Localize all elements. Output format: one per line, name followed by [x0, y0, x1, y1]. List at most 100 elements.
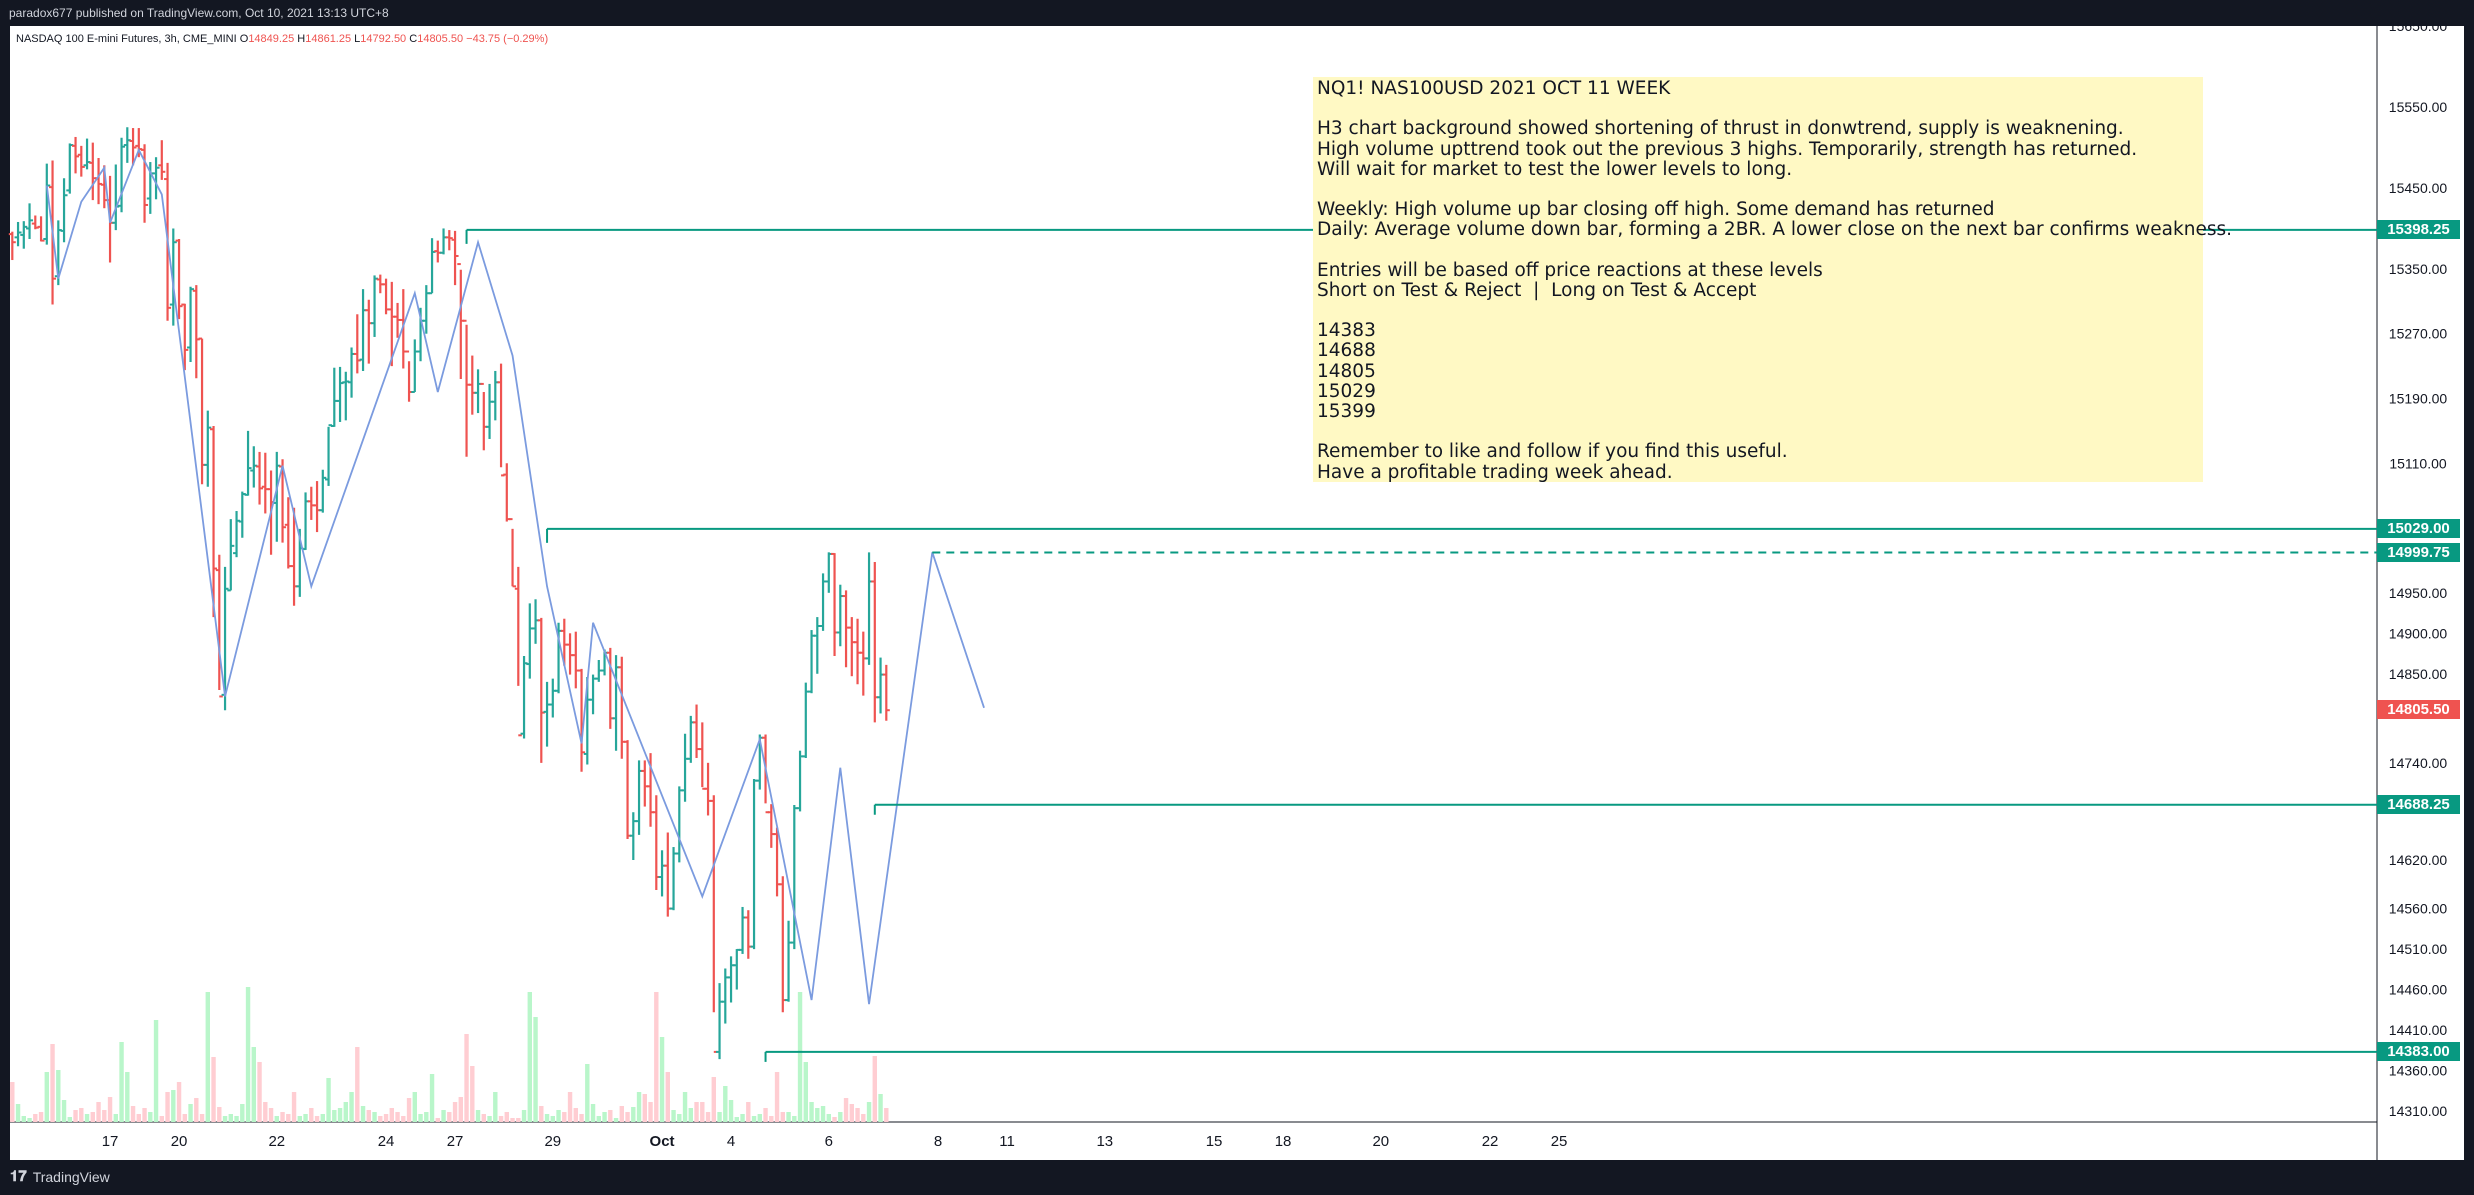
time-tick-label: 15 — [1206, 1133, 1223, 1150]
publisher-line: paradox677 published on TradingView.com,… — [9, 6, 389, 20]
volume-bar — [723, 1086, 728, 1122]
analysis-note[interactable]: NQ1! NAS100USD 2021 OCT 11 WEEK H3 chart … — [1313, 77, 2232, 483]
time-tick-label: 8 — [934, 1133, 942, 1150]
volume-bar — [245, 987, 251, 1122]
volume-bar — [142, 1108, 147, 1122]
volume-bar — [360, 1106, 366, 1122]
price-tick-label: 14310.00 — [2389, 1103, 2448, 1119]
volume-bar — [418, 1114, 423, 1122]
volume-bar — [401, 1116, 406, 1122]
volume-bar — [470, 1066, 475, 1122]
time-tick-label: 25 — [1551, 1133, 1568, 1150]
volume-bar — [734, 1117, 739, 1122]
volume-bar — [728, 1100, 734, 1122]
price-tick-label: 14460.00 — [2389, 982, 2448, 998]
volume-bar — [171, 1090, 176, 1122]
volume-bar — [797, 992, 803, 1122]
volume-bar — [665, 1072, 670, 1122]
price-tick-label: 15110.00 — [2389, 455, 2447, 471]
volume-bar — [44, 1072, 49, 1122]
volume-bar — [481, 1114, 486, 1122]
volume-bar — [510, 1118, 515, 1122]
note-line: Will wait for market to test the lower l… — [1317, 158, 1793, 180]
volume-bar — [176, 1082, 182, 1122]
volume-bar — [820, 1106, 826, 1122]
volume-bar — [539, 1106, 544, 1122]
volume-bar — [786, 1112, 791, 1122]
volume-bar — [222, 1116, 228, 1122]
volume-bar — [326, 1078, 331, 1122]
volume-bar — [694, 1102, 699, 1122]
right-border — [2464, 26, 2474, 1160]
note-line: Daily: Average volume down bar, forming … — [1317, 219, 2232, 241]
legend-low: L14792.50 — [354, 33, 407, 45]
price-tick-label: 15350.00 — [2389, 261, 2448, 277]
volume-bar — [849, 1104, 854, 1122]
volume-bar — [493, 1092, 498, 1122]
volume-bar — [550, 1116, 555, 1122]
note-line: Weekly: High volume up bar closing off h… — [1317, 199, 1995, 221]
volume-bar — [153, 1020, 159, 1122]
time-tick-label: 18 — [1275, 1133, 1292, 1150]
volume-bar — [435, 1118, 440, 1122]
footer-bar: 𝟏𝟕 TradingView — [0, 1160, 2474, 1195]
volume-bar — [73, 1110, 78, 1122]
price-tick-label: 14510.00 — [2389, 941, 2448, 957]
volume-bar — [780, 1112, 785, 1122]
volume-bar — [56, 1070, 61, 1122]
volume-bar — [148, 1112, 153, 1122]
tradingview-logo[interactable]: 𝟏𝟕 TradingView — [10, 1168, 110, 1185]
tradingview-icon: 𝟏𝟕 — [10, 1168, 27, 1185]
note-line: Have a profitable trading week ahead. — [1317, 461, 1673, 483]
note-line — [1317, 241, 2199, 261]
price-tick-label: 15650.00 — [2389, 18, 2448, 34]
volume-bar — [263, 1102, 268, 1122]
volume-bar — [861, 1114, 866, 1122]
volume-bar — [343, 1102, 348, 1122]
volume-bar — [165, 1092, 170, 1122]
volume-bar — [613, 1118, 619, 1122]
time-tick-label: 20 — [171, 1133, 188, 1150]
volume-bar — [349, 1092, 354, 1122]
volume-bar — [291, 1092, 297, 1122]
volume-bar — [61, 1100, 67, 1122]
volume-bar — [533, 1017, 538, 1122]
volume-bar — [50, 1044, 55, 1122]
volume-bar — [205, 992, 210, 1122]
publisher-bar: paradox677 published on TradingView.com,… — [0, 0, 2474, 26]
time-tick-label: 22 — [268, 1133, 285, 1150]
volume-bar — [280, 1112, 285, 1122]
volume-bar — [217, 1107, 222, 1122]
volume-bar — [740, 1114, 745, 1122]
volume-bar — [619, 1106, 624, 1122]
zigzag-line — [45, 147, 985, 1005]
time-tick-label: 20 — [1372, 1133, 1389, 1150]
volume-bar — [136, 1114, 141, 1122]
volume-bar — [211, 1057, 216, 1122]
volume-bar — [682, 1092, 688, 1122]
volume-bar — [27, 1118, 32, 1122]
volume-bar — [585, 1064, 590, 1122]
price-tick-label: 15450.00 — [2389, 180, 2448, 196]
volume-bar — [884, 1108, 889, 1122]
volume-bar — [843, 1098, 849, 1122]
volume-bar — [711, 1077, 716, 1122]
volume-bar — [234, 1116, 239, 1122]
volume-bar — [314, 1116, 320, 1122]
volume-bar — [809, 1102, 814, 1122]
volume-bar — [182, 1114, 187, 1122]
volume-bar — [84, 1114, 90, 1122]
volume-bar — [855, 1108, 860, 1122]
last-price-label: 14805.50 — [2377, 699, 2460, 719]
legend-change: −43.75 (−0.29%) — [466, 33, 549, 45]
time-tick-label: 24 — [378, 1133, 395, 1150]
volume-bar — [464, 1034, 469, 1122]
time-tick-label: 4 — [727, 1133, 735, 1150]
volume-bar — [303, 1114, 308, 1122]
volume-bar — [705, 1112, 711, 1122]
volume-bar — [96, 1102, 101, 1122]
volume-bar — [33, 1114, 38, 1122]
volume-bar — [395, 1112, 400, 1122]
volume-bar — [38, 1112, 44, 1122]
tradingview-brand: TradingView — [32, 1168, 110, 1185]
